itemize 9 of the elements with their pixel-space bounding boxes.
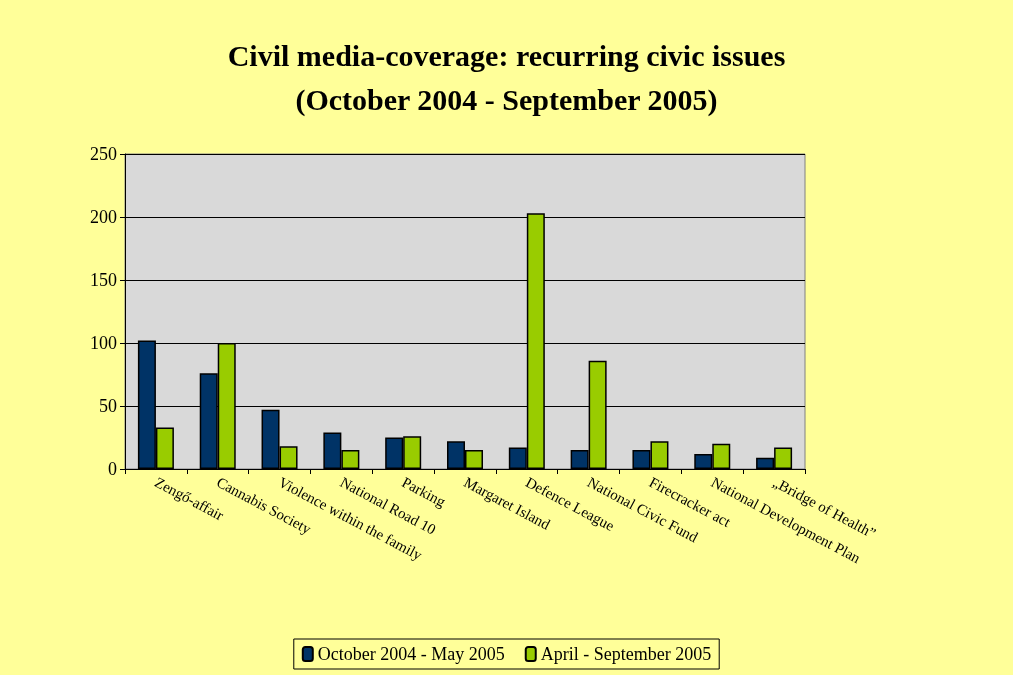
y-tick-label: 150 <box>90 270 117 290</box>
chart-title: Civil media-coverage: recurring civic issues (October 2004 - September 2005) <box>227 38 786 117</box>
y-tick-label: 200 <box>90 207 117 227</box>
legend-label: October 2004 - May 2005 <box>317 644 505 664</box>
y-tick-label: 0 <box>108 459 117 479</box>
y-tick-label: 250 <box>90 144 117 164</box>
y-tick-label: 100 <box>90 333 117 353</box>
legend-label: April - September 2005 <box>540 644 712 664</box>
y-tick-label: 50 <box>99 396 117 416</box>
